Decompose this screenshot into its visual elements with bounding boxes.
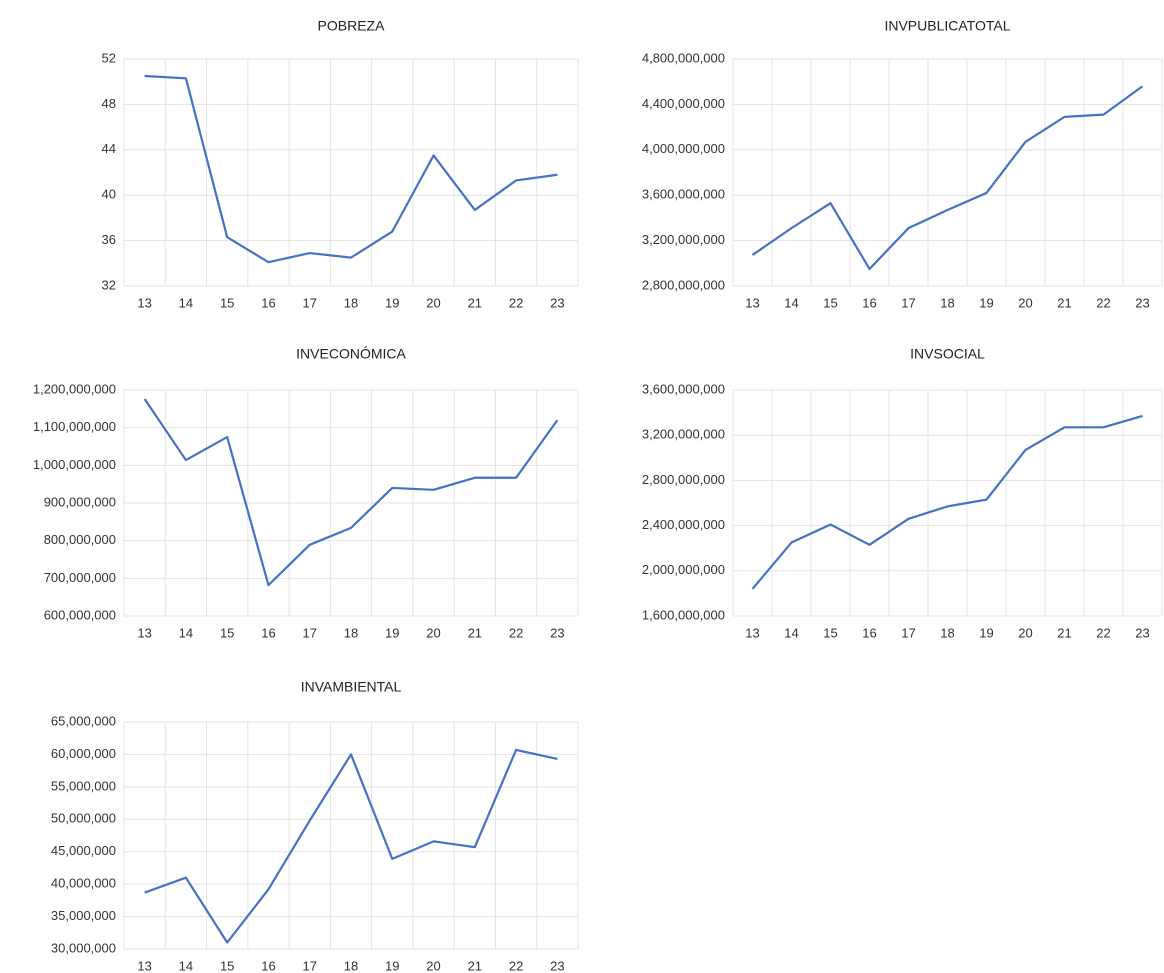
x-tick-label: 13	[137, 625, 151, 640]
y-tick-label: 700,000,000	[44, 570, 116, 585]
x-tick-label: 16	[862, 295, 876, 310]
y-tick-label: 65,000,000	[51, 713, 116, 728]
x-tick-label: 20	[426, 625, 440, 640]
y-tick-label: 36	[102, 232, 116, 247]
y-tick-label: 55,000,000	[51, 778, 116, 793]
y-tick-label: 2,400,000,000	[642, 517, 725, 532]
x-tick-label: 15	[823, 625, 837, 640]
y-tick-label: 60,000,000	[51, 746, 116, 761]
y-tick-label: 4,800,000,000	[642, 50, 725, 65]
y-tick-label: 3,200,000,000	[642, 427, 725, 442]
data-line	[751, 414, 1143, 590]
x-tick-label: 21	[468, 295, 482, 310]
x-tick-label: 19	[385, 625, 399, 640]
x-tick-label: 18	[344, 295, 358, 310]
y-tick-label: 1,200,000,000	[33, 381, 116, 396]
x-tick-label: 16	[261, 958, 275, 973]
x-tick-label: 21	[1057, 625, 1071, 640]
y-tick-label: 44	[102, 141, 116, 156]
data-line	[751, 85, 1144, 271]
x-tick-label: 16	[862, 625, 876, 640]
y-tick-label: 1,000,000,000	[33, 457, 116, 472]
y-tick-label: 52	[102, 50, 116, 65]
chart-title: POBREZA	[318, 18, 386, 34]
y-tick-label: 45,000,000	[51, 843, 116, 858]
x-tick-label: 18	[344, 625, 358, 640]
y-tick-label: 4,400,000,000	[642, 96, 725, 111]
x-tick-label: 22	[509, 295, 523, 310]
x-tick-label: 17	[901, 625, 915, 640]
x-tick-label: 14	[784, 625, 798, 640]
x-tick-label: 16	[261, 625, 275, 640]
y-tick-label: 1,100,000,000	[33, 419, 116, 434]
data-line	[144, 748, 558, 944]
x-tick-label: 18	[940, 295, 954, 310]
x-tick-label: 17	[302, 958, 316, 973]
y-tick-label: 3,600,000,000	[642, 381, 725, 396]
y-tick-label: 2,000,000,000	[642, 562, 725, 577]
y-tick-label: 35,000,000	[51, 908, 116, 923]
x-tick-label: 14	[179, 625, 193, 640]
x-tick-label: 18	[344, 958, 358, 973]
x-tick-label: 13	[137, 958, 151, 973]
x-tick-label: 23	[550, 295, 564, 310]
x-tick-label: 21	[1057, 295, 1071, 310]
x-tick-label: 20	[426, 958, 440, 973]
x-tick-label: 19	[979, 625, 993, 640]
y-tick-label: 1,600,000,000	[642, 607, 725, 622]
x-tick-label: 14	[179, 958, 193, 973]
chart-title: INVECONÓMICA	[296, 346, 406, 362]
y-tick-label: 2,800,000,000	[642, 472, 725, 487]
x-tick-label: 22	[509, 958, 523, 973]
y-tick-label: 32	[102, 277, 116, 292]
x-tick-label: 18	[940, 625, 954, 640]
x-tick-label: 16	[261, 295, 275, 310]
y-tick-label: 3,200,000,000	[642, 232, 725, 247]
y-tick-label: 30,000,000	[51, 940, 116, 955]
chart-title: INVAMBIENTAL	[301, 679, 402, 695]
x-tick-label: 15	[823, 295, 837, 310]
x-tick-label: 13	[745, 295, 759, 310]
x-tick-label: 23	[550, 625, 564, 640]
chart-title: INVSOCIAL	[910, 346, 985, 362]
x-tick-label: 23	[1135, 295, 1149, 310]
y-tick-label: 900,000,000	[44, 494, 116, 509]
x-tick-label: 13	[137, 295, 151, 310]
x-tick-label: 19	[385, 958, 399, 973]
x-tick-label: 20	[1018, 625, 1032, 640]
x-tick-label: 15	[220, 958, 234, 973]
x-tick-label: 15	[220, 625, 234, 640]
y-tick-label: 48	[102, 96, 116, 111]
data-line	[144, 74, 558, 264]
x-tick-label: 17	[302, 295, 316, 310]
data-line	[143, 398, 559, 587]
y-tick-label: 2,800,000,000	[642, 277, 725, 292]
chart-title: INVPUBLICATOTAL	[884, 18, 1010, 34]
x-tick-label: 22	[509, 625, 523, 640]
x-tick-label: 17	[901, 295, 915, 310]
x-tick-label: 14	[784, 295, 798, 310]
x-tick-label: 21	[468, 958, 482, 973]
x-tick-label: 14	[179, 295, 193, 310]
x-tick-label: 22	[1096, 625, 1110, 640]
y-tick-label: 800,000,000	[44, 532, 116, 547]
x-tick-label: 19	[385, 295, 399, 310]
x-tick-label: 13	[745, 625, 759, 640]
x-tick-label: 20	[1018, 295, 1032, 310]
y-tick-label: 3,600,000,000	[642, 187, 725, 202]
x-tick-label: 21	[468, 625, 482, 640]
x-tick-label: 15	[220, 295, 234, 310]
y-tick-label: 50,000,000	[51, 811, 116, 826]
y-tick-label: 40,000,000	[51, 876, 116, 891]
x-tick-label: 17	[302, 625, 316, 640]
x-tick-label: 23	[550, 958, 564, 973]
y-tick-label: 40	[102, 187, 116, 202]
x-tick-label: 22	[1096, 295, 1110, 310]
y-tick-label: 4,000,000,000	[642, 141, 725, 156]
x-tick-label: 20	[426, 295, 440, 310]
x-tick-label: 19	[979, 295, 993, 310]
y-tick-label: 600,000,000	[44, 607, 116, 622]
x-tick-label: 23	[1135, 625, 1149, 640]
